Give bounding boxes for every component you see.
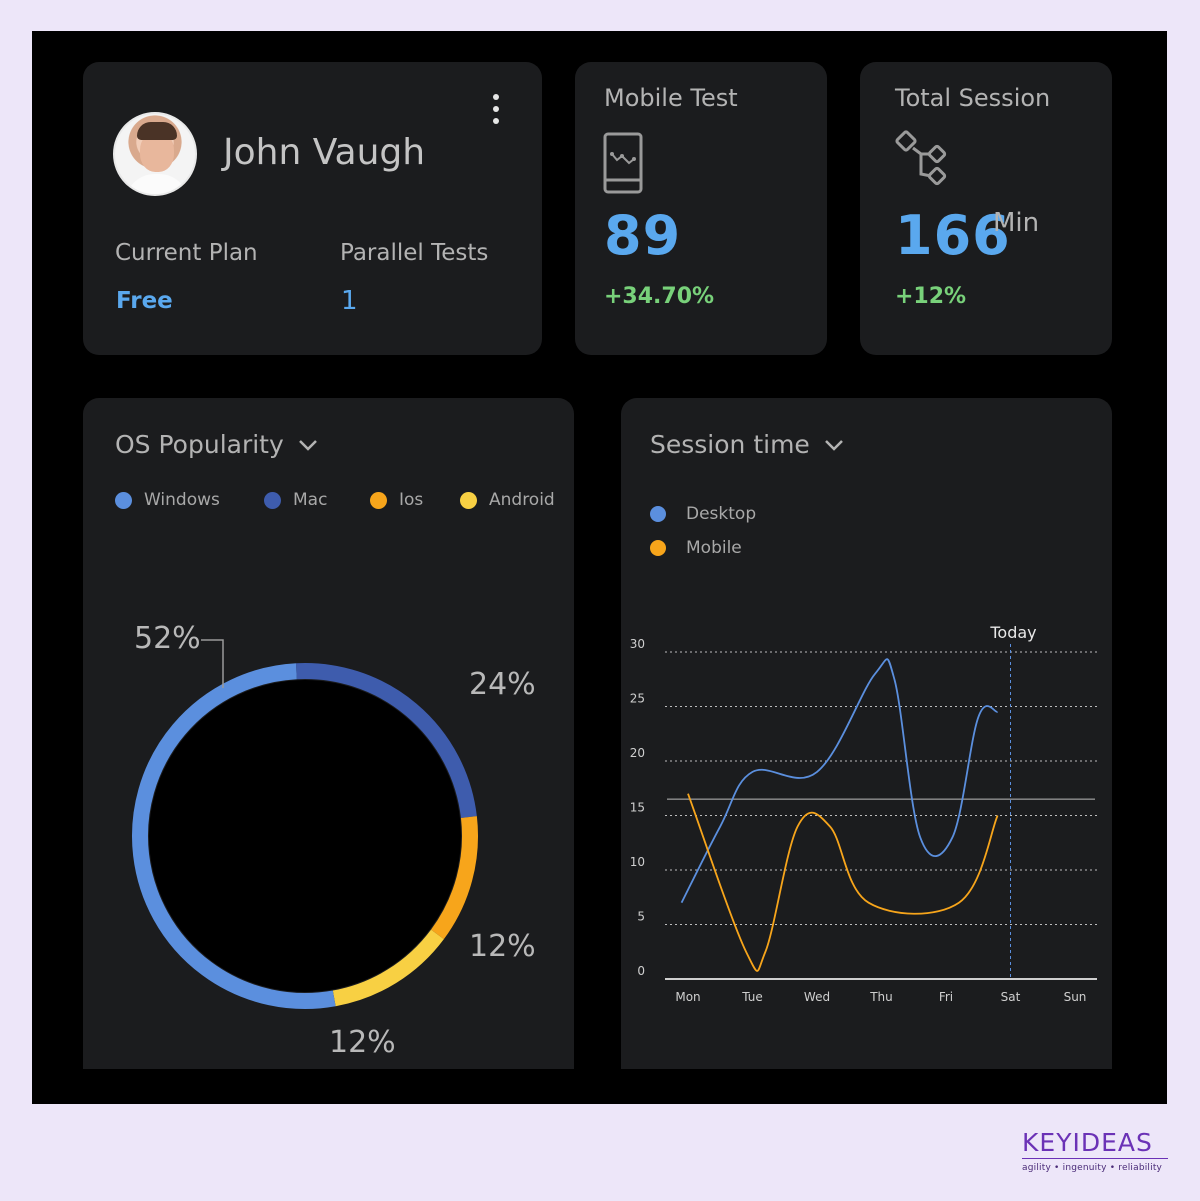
- x-tick-label: Thu: [869, 990, 893, 1004]
- y-tick-label: 10: [630, 855, 645, 869]
- legend-label: Ios: [399, 490, 424, 510]
- x-tick-label: Sun: [1064, 990, 1087, 1004]
- donut-leader-line: [201, 639, 224, 688]
- y-tick-label: 30: [630, 637, 645, 651]
- legend-dot: [115, 491, 132, 509]
- legend-android[interactable]: Android: [460, 490, 555, 510]
- chevron-down-icon: [824, 439, 843, 451]
- legend-dot: [650, 506, 666, 522]
- profile-card: John Vaugh Current Plan Free Parallel Te…: [83, 62, 542, 355]
- legend-dot: [370, 491, 387, 509]
- current-plan-label: Current Plan: [115, 240, 258, 266]
- legend-ios[interactable]: Ios: [370, 490, 423, 510]
- total-session-card[interactable]: Total Session 166 Min +12%: [860, 62, 1112, 355]
- total-session-unit: Min: [993, 208, 1040, 238]
- legend-label: Mobile: [686, 538, 742, 558]
- legend-desktop[interactable]: Desktop: [650, 504, 756, 524]
- x-tick-label: Mon: [675, 990, 700, 1004]
- donut-label-ios: 12%: [469, 929, 536, 964]
- legend-dot: [264, 491, 281, 509]
- today-label: Today: [989, 623, 1036, 642]
- brand-tagline: agility • ingenuity • reliability: [1022, 1163, 1163, 1173]
- y-tick-label: 5: [637, 910, 645, 924]
- current-plan-value: Free: [116, 288, 173, 314]
- parallel-tests-label: Parallel Tests: [340, 240, 489, 266]
- legend-dot: [650, 540, 666, 556]
- y-tick-label: 15: [630, 801, 645, 815]
- donut-slice-windows[interactable]: [132, 663, 336, 1009]
- legend-mac[interactable]: Mac: [264, 490, 327, 510]
- os-donut-chart: 52% 24% 12% 12%: [132, 621, 536, 1060]
- y-tick-label: 20: [630, 746, 645, 760]
- x-tick-label: Wed: [804, 990, 830, 1004]
- donut-center: [149, 680, 461, 992]
- legend-label: Mac: [293, 490, 328, 510]
- mobile-test-title: Mobile Test: [604, 84, 738, 112]
- brand-divider: [1022, 1158, 1168, 1159]
- avatar[interactable]: [113, 112, 197, 196]
- series-line-desktop[interactable]: [680, 658, 998, 904]
- network-icon: [895, 130, 947, 186]
- mobile-test-value: 89: [604, 204, 682, 267]
- legend-windows[interactable]: Windows: [115, 490, 220, 510]
- legend-label: Desktop: [686, 504, 757, 524]
- phone-chart-icon: [603, 132, 643, 194]
- donut-slice-mac[interactable]: [295, 663, 477, 818]
- parallel-tests-value: 1: [341, 286, 358, 316]
- donut-label-windows: 52%: [134, 621, 201, 656]
- donut-slice-ios[interactable]: [430, 816, 478, 940]
- legend-dot: [460, 491, 477, 509]
- x-tick-label: Tue: [741, 990, 763, 1004]
- mobile-test-change: +34.70%: [604, 284, 715, 309]
- avatar-shirt: [125, 174, 189, 194]
- legend-label: Windows: [144, 490, 220, 510]
- session-time-title: Session time: [650, 430, 810, 459]
- session-time-card: Session time Desktop Mobile 0 5 10 15 20 25 30…: [621, 398, 1112, 1069]
- user-name: John Vaugh: [223, 132, 426, 173]
- os-popularity-title: OS Popularity: [115, 430, 284, 459]
- donut-label-android: 12%: [329, 1025, 396, 1060]
- avatar-hair: [137, 122, 177, 140]
- donut-label-mac: 24%: [469, 667, 536, 702]
- brand-logo: KEYIDEAS agility • ingenuity • reliabili…: [1022, 1128, 1170, 1173]
- total-session-value: 166: [895, 204, 1011, 267]
- legend-mobile[interactable]: Mobile: [650, 538, 742, 558]
- session-time-dropdown[interactable]: Session time: [650, 430, 844, 459]
- legend-label: Android: [489, 490, 555, 510]
- os-popularity-card: OS Popularity Windows Mac Ios Android 52…: [83, 398, 574, 1069]
- mobile-test-card[interactable]: Mobile Test 89 +34.70%: [575, 62, 827, 355]
- total-session-change: +12%: [895, 284, 967, 309]
- donut-slice-android[interactable]: [332, 929, 444, 1007]
- os-popularity-dropdown[interactable]: OS Popularity: [115, 430, 318, 459]
- session-line-chart: 0 5 10 15 20 25 30 Mon Tue Wed Thu Fri Sat Sun Today: [630, 623, 1097, 1004]
- x-tick-label: Fri: [939, 990, 953, 1004]
- series-line-mobile[interactable]: [687, 793, 999, 972]
- x-tick-label: Sat: [1001, 990, 1021, 1004]
- total-session-title: Total Session: [895, 84, 1051, 112]
- more-options-icon[interactable]: [488, 94, 504, 130]
- y-tick-label: 0: [637, 964, 645, 978]
- y-tick-label: 25: [630, 692, 645, 706]
- chevron-down-icon: [298, 439, 317, 451]
- brand-name: KEYIDEAS: [1022, 1128, 1153, 1157]
